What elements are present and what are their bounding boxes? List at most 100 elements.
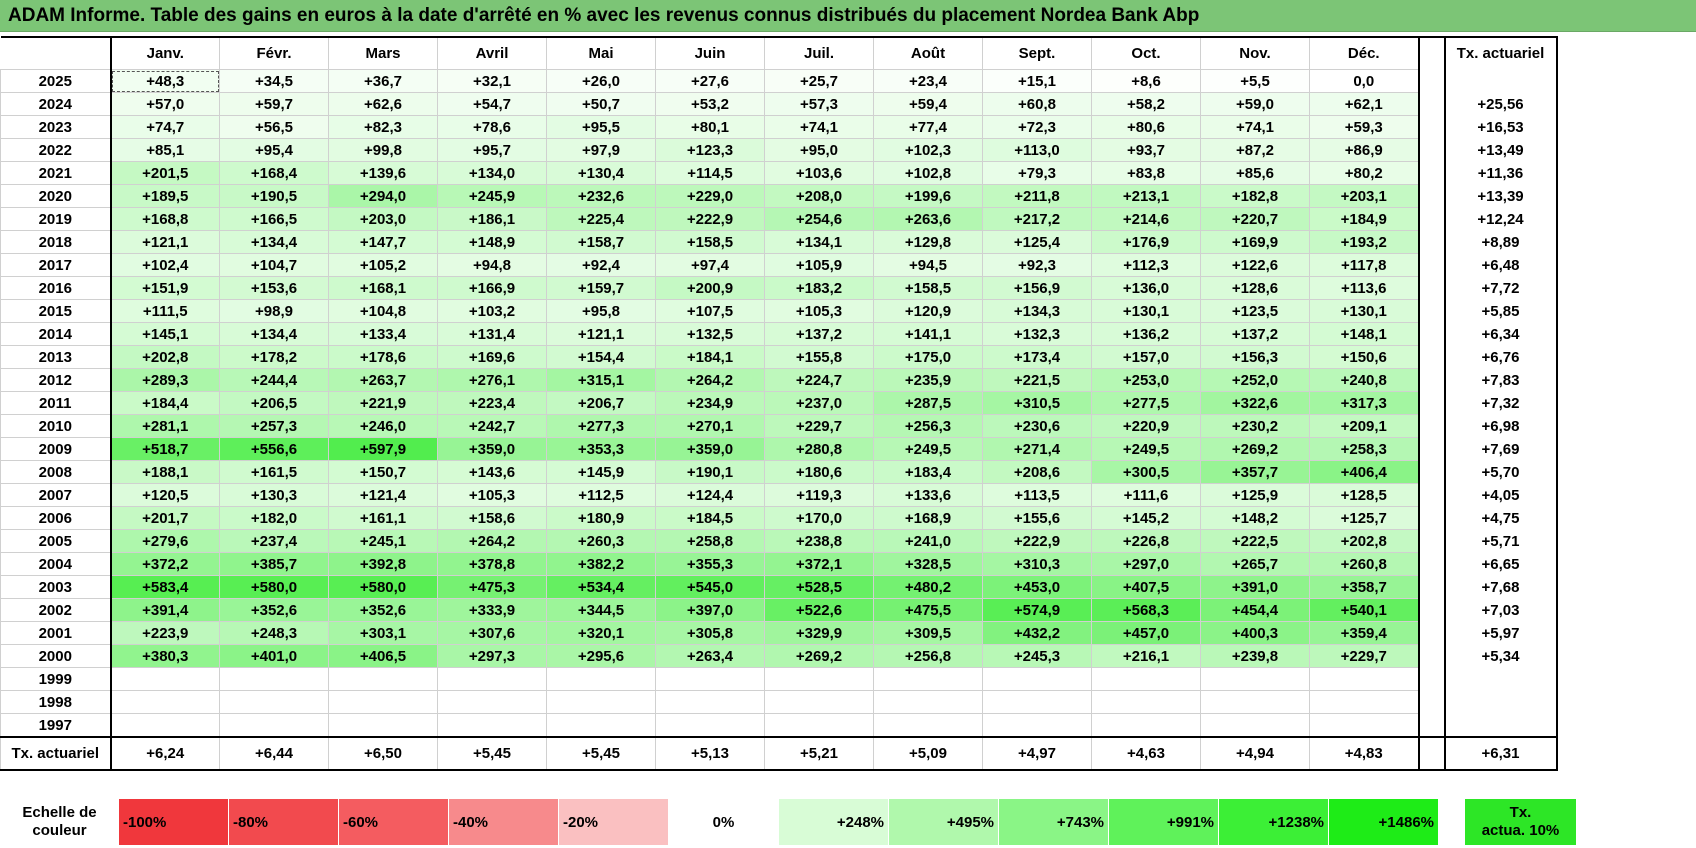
value-cell: +518,7	[110, 437, 220, 461]
value-cell: +97,4	[655, 253, 765, 277]
value-cell: +295,6	[546, 644, 656, 668]
value-cell: +190,1	[655, 460, 765, 484]
value-cell: +202,8	[110, 345, 220, 369]
value-cell: +242,7	[437, 414, 547, 438]
value-cell	[1200, 713, 1310, 738]
table-row: 2011 +184,4 +206,5 +221,9 +223,4 +206,7 +234,9…	[0, 391, 1558, 415]
spacer	[1418, 299, 1445, 323]
value-cell: +310,5	[982, 391, 1092, 415]
value-cell: +201,7	[110, 506, 220, 530]
value-cell: +168,4	[219, 161, 329, 185]
value-cell	[1091, 713, 1201, 738]
value-cell: +147,7	[328, 230, 438, 254]
value-cell: +125,7	[1309, 506, 1420, 530]
value-cell: +34,5	[219, 69, 329, 93]
spacer	[1418, 414, 1445, 438]
value-cell: +217,2	[982, 207, 1092, 231]
value-cell: +103,2	[437, 299, 547, 323]
value-cell: +155,8	[764, 345, 874, 369]
value-cell: +25,7	[764, 69, 874, 93]
value-cell: +166,9	[437, 276, 547, 300]
value-cell: +74,1	[1200, 115, 1310, 139]
value-cell	[110, 713, 220, 738]
value-cell: +123,3	[655, 138, 765, 162]
value-cell	[1091, 690, 1201, 714]
value-cell: +154,4	[546, 345, 656, 369]
value-cell: +50,7	[546, 92, 656, 116]
month-header: Mars	[328, 36, 438, 70]
value-cell	[655, 667, 765, 691]
value-cell: +277,5	[1091, 391, 1201, 415]
value-cell: +199,6	[873, 184, 983, 208]
value-cell: +269,2	[764, 644, 874, 668]
value-cell: +102,4	[110, 253, 220, 277]
spacer	[1418, 391, 1445, 415]
value-cell: +158,7	[546, 230, 656, 254]
value-cell: +178,2	[219, 345, 329, 369]
value-cell: +120,9	[873, 299, 983, 323]
value-cell: +271,4	[982, 437, 1092, 461]
value-cell: +226,8	[1091, 529, 1201, 553]
table-row: 2009 +518,7 +556,6 +597,9 +359,0 +353,3 +359,0…	[0, 437, 1558, 461]
table-row: 1999	[0, 667, 1558, 691]
value-cell: +125,4	[982, 230, 1092, 254]
value-cell: +220,7	[1200, 207, 1310, 231]
year-label: 2000	[0, 644, 112, 668]
rate-cell: +12,24	[1443, 207, 1558, 231]
value-cell: +355,3	[655, 552, 765, 576]
rate-cell: +5,70	[1443, 460, 1558, 484]
spacer	[1418, 345, 1445, 369]
value-cell: +406,5	[328, 644, 438, 668]
value-cell: +248,3	[219, 621, 329, 645]
table-row: 2010 +281,1 +257,3 +246,0 +242,7 +277,3 +270,1…	[0, 414, 1558, 438]
table-row: 2007 +120,5 +130,3 +121,4 +105,3 +112,5 +124,4…	[0, 483, 1558, 507]
value-cell: +32,1	[437, 69, 547, 93]
year-label: 2019	[0, 207, 112, 231]
value-cell: +545,0	[655, 575, 765, 599]
spacer	[1418, 460, 1445, 484]
value-cell: +263,6	[873, 207, 983, 231]
scale-swatch: 0%	[668, 798, 779, 846]
value-cell: +353,3	[546, 437, 656, 461]
rate-cell: +5,34	[1443, 644, 1558, 668]
footer-rate-cell: +4,94	[1200, 736, 1310, 771]
value-cell: +580,0	[328, 575, 438, 599]
value-cell: +59,4	[873, 92, 983, 116]
value-cell: +161,5	[219, 460, 329, 484]
value-cell: +153,6	[219, 276, 329, 300]
year-label: 2006	[0, 506, 112, 530]
scale-swatch: +495%	[888, 798, 999, 846]
value-cell: +184,4	[110, 391, 220, 415]
value-cell: +391,4	[110, 598, 220, 622]
value-cell: +129,8	[873, 230, 983, 254]
value-cell: +95,0	[764, 138, 874, 162]
value-cell: +156,3	[1200, 345, 1310, 369]
value-cell: +74,7	[110, 115, 220, 139]
value-cell: +112,5	[546, 483, 656, 507]
rate-cell: +5,97	[1443, 621, 1558, 645]
value-cell: +130,3	[219, 483, 329, 507]
year-label: 2004	[0, 552, 112, 576]
value-cell: +352,6	[219, 598, 329, 622]
value-cell: +203,1	[1309, 184, 1420, 208]
year-label: 2021	[0, 161, 112, 185]
spacer	[1418, 207, 1445, 231]
spacer	[1418, 598, 1445, 622]
year-label: 2016	[0, 276, 112, 300]
scale-swatch: +991%	[1108, 798, 1219, 846]
value-cell: +86,9	[1309, 138, 1420, 162]
table-row: 2004 +372,2 +385,7 +392,8 +378,8 +382,2 +355,3…	[0, 552, 1558, 576]
value-cell: +151,9	[110, 276, 220, 300]
value-cell: +201,5	[110, 161, 220, 185]
value-cell: +83,8	[1091, 161, 1201, 185]
scale-swatch: +1238%	[1218, 798, 1329, 846]
value-cell: +378,8	[437, 552, 547, 576]
table-row: 2002 +391,4 +352,6 +352,6 +333,9 +344,5 +397,0…	[0, 598, 1558, 622]
rate-cell: +5,71	[1443, 529, 1558, 553]
scale-swatch: +248%	[778, 798, 889, 846]
value-cell: +372,2	[110, 552, 220, 576]
value-cell: +134,4	[219, 230, 329, 254]
value-cell: +130,4	[546, 161, 656, 185]
value-cell: +270,1	[655, 414, 765, 438]
value-cell	[873, 690, 983, 714]
